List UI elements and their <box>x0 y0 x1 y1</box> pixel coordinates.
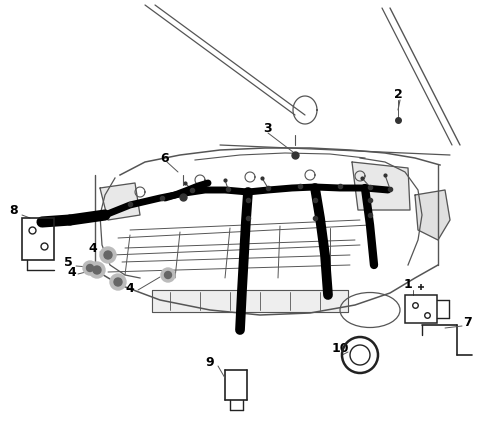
Circle shape <box>86 264 94 271</box>
Circle shape <box>100 247 116 263</box>
Text: 4: 4 <box>126 282 134 295</box>
Text: 2: 2 <box>394 89 402 101</box>
Polygon shape <box>100 183 140 220</box>
Text: 1: 1 <box>404 279 412 292</box>
Circle shape <box>165 271 171 279</box>
Circle shape <box>93 266 101 274</box>
Text: 6: 6 <box>161 151 169 165</box>
Circle shape <box>114 278 122 286</box>
Circle shape <box>110 274 126 290</box>
Text: 7: 7 <box>464 316 472 329</box>
Text: 9: 9 <box>206 356 214 369</box>
Bar <box>405 295 437 323</box>
Text: 5: 5 <box>64 255 72 268</box>
Text: 4: 4 <box>68 265 76 279</box>
Bar <box>22 218 54 260</box>
Polygon shape <box>152 290 348 312</box>
Text: 3: 3 <box>264 122 272 135</box>
Circle shape <box>83 261 97 275</box>
Circle shape <box>89 262 105 278</box>
Polygon shape <box>415 190 450 240</box>
Text: 8: 8 <box>10 203 18 216</box>
Polygon shape <box>352 162 410 210</box>
Circle shape <box>104 251 112 259</box>
Circle shape <box>161 268 175 282</box>
Text: 4: 4 <box>89 242 97 255</box>
Text: 10: 10 <box>331 341 349 354</box>
